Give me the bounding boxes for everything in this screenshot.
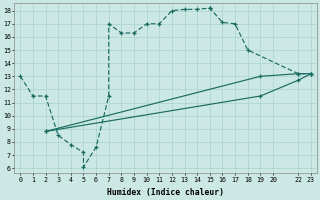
X-axis label: Humidex (Indice chaleur): Humidex (Indice chaleur) (107, 188, 224, 197)
